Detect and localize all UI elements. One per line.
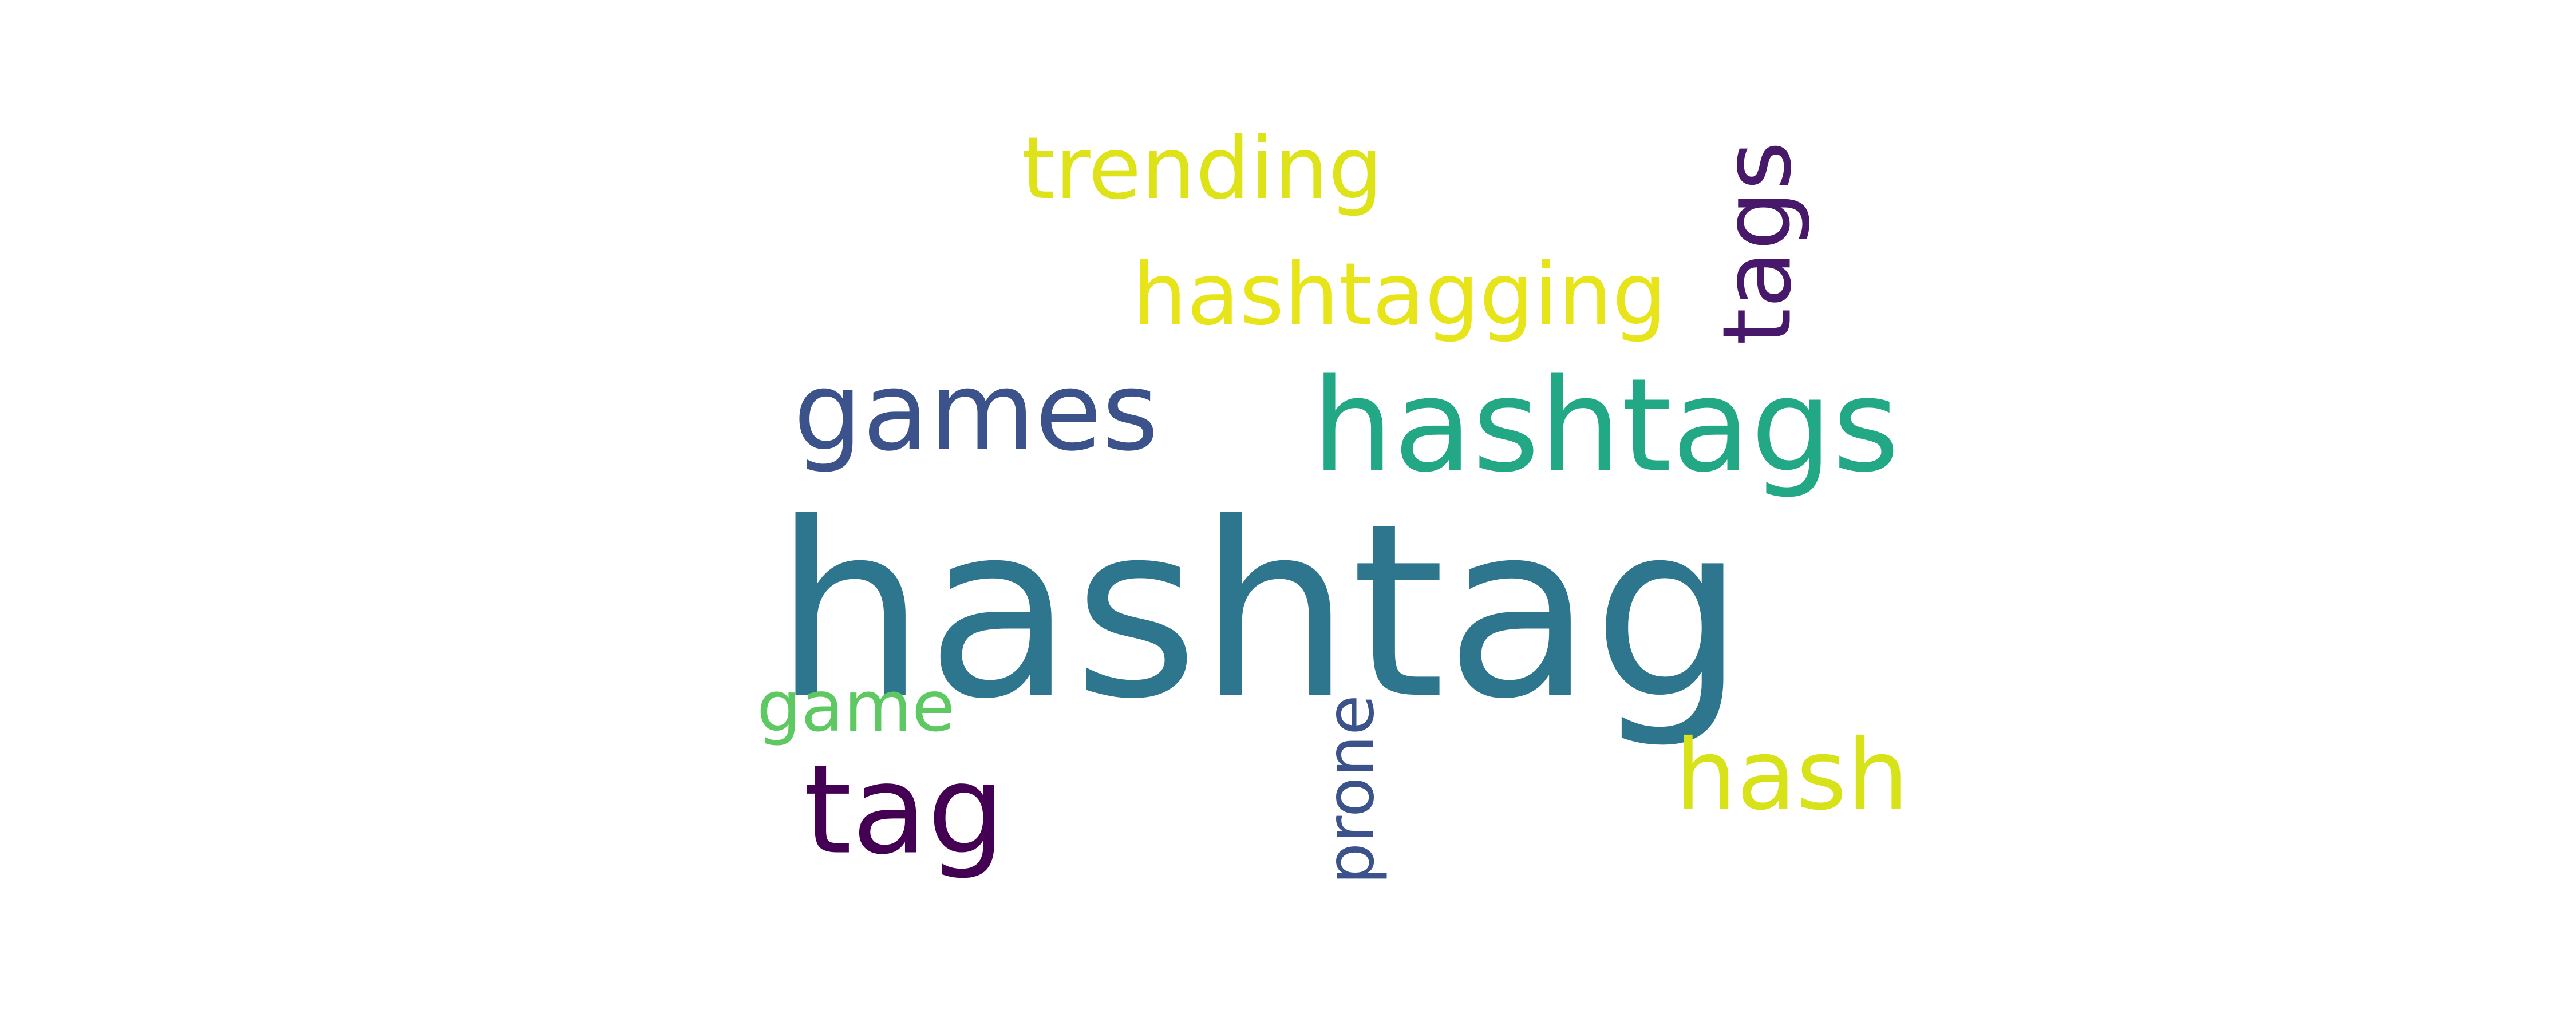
word-hashtagging: hashtagging	[1132, 245, 1667, 344]
word-game: game	[756, 666, 955, 747]
word-hashtag: hashtag	[773, 472, 1745, 752]
word-games: games	[793, 348, 1159, 475]
word-hashtags: hashtags	[1311, 351, 1900, 501]
word-prone: prone	[1312, 695, 1389, 885]
word-hash: hash	[1674, 719, 1909, 832]
word-tag: tag	[803, 738, 1006, 882]
word-tags: tags	[1702, 141, 1812, 346]
word-trending: trending	[1021, 119, 1383, 219]
